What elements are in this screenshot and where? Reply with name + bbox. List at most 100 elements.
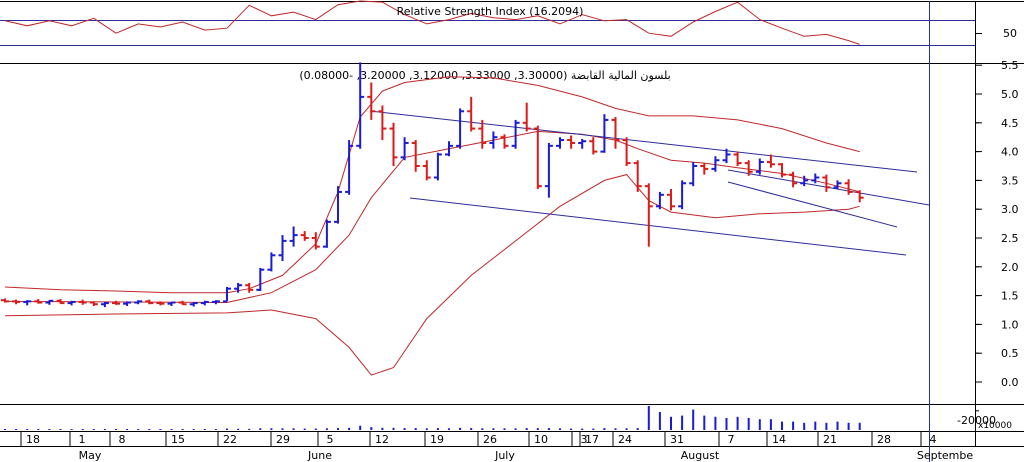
ohlc-bar bbox=[822, 174, 831, 192]
volume-bar bbox=[248, 428, 251, 430]
day-tick-label: 15 bbox=[171, 433, 185, 446]
volume-bar bbox=[425, 428, 428, 430]
volume-bar bbox=[59, 429, 62, 430]
ohlc-bar bbox=[267, 252, 276, 272]
volume-bar bbox=[503, 428, 506, 430]
ohlc-bar bbox=[766, 154, 775, 168]
trendline-august-lower bbox=[727, 181, 898, 228]
ohlc-bar bbox=[567, 135, 576, 149]
volume-bar bbox=[592, 428, 595, 430]
ohlc-bar bbox=[556, 137, 564, 149]
ohlc-bar bbox=[112, 300, 120, 305]
day-tick-label: 19 bbox=[430, 433, 444, 446]
ohlc-bar bbox=[500, 134, 509, 149]
ohlc-bar bbox=[578, 138, 587, 149]
volume-bar bbox=[303, 428, 306, 430]
rsi-panel: Relative Strength Index (16.2094) 50 bbox=[0, 0, 1017, 46]
ohlc-bar bbox=[156, 301, 165, 306]
volume-bar bbox=[414, 428, 417, 430]
volume-bar bbox=[259, 428, 262, 430]
ohlc-bar bbox=[245, 282, 254, 293]
volume-bar bbox=[270, 428, 273, 430]
ohlc-bar bbox=[356, 62, 365, 149]
price-bars bbox=[1, 62, 864, 308]
ohlc-bar bbox=[34, 299, 43, 304]
y-tick-label: 5.5 bbox=[1001, 59, 1019, 72]
y-tick-label: 5.0 bbox=[1001, 88, 1019, 101]
ohlc-bar bbox=[67, 300, 76, 306]
volume-bar bbox=[237, 428, 240, 430]
price-panel: بلسون المالية القابضة (3.30000, 3.33000,… bbox=[1, 59, 1019, 412]
volume-bar bbox=[126, 429, 129, 430]
volume-bar bbox=[370, 427, 373, 430]
volume-bar bbox=[292, 428, 295, 430]
ohlc-bar bbox=[411, 140, 420, 172]
ohlc-bar bbox=[456, 108, 465, 149]
ohlc-bar bbox=[367, 82, 376, 120]
y-tick-label: 1.5 bbox=[1001, 290, 1019, 303]
ohlc-bar bbox=[600, 114, 609, 153]
volume-bar bbox=[192, 429, 195, 430]
volume-bar bbox=[348, 427, 351, 430]
ohlc-bar bbox=[655, 191, 664, 210]
month-label: August bbox=[681, 449, 720, 462]
ohlc-bar bbox=[700, 163, 709, 175]
volume-bar bbox=[115, 429, 117, 430]
volume-bar bbox=[92, 429, 95, 430]
volume-bar bbox=[481, 428, 484, 430]
volume-bar bbox=[314, 428, 317, 430]
day-tick-label: 22 bbox=[223, 433, 237, 446]
volume-bar bbox=[858, 422, 861, 430]
day-tick-label: 4 bbox=[930, 433, 937, 446]
ohlc-bar bbox=[145, 299, 154, 305]
volume-bar bbox=[625, 428, 628, 430]
ohlc-bar bbox=[633, 160, 642, 192]
volume-bar bbox=[159, 429, 162, 430]
ohlc-bar bbox=[100, 301, 109, 308]
ohlc-bar bbox=[511, 119, 520, 149]
month-label: June bbox=[307, 449, 332, 462]
volume-multiplier: x10000 bbox=[978, 421, 1012, 431]
day-tick-label: 31 bbox=[670, 433, 684, 446]
ohlc-bar bbox=[711, 156, 720, 172]
volume-bar bbox=[381, 427, 384, 430]
volume-bar bbox=[214, 429, 217, 430]
ohlc-bar bbox=[45, 299, 54, 305]
rsi-tick-label: 50 bbox=[1003, 27, 1017, 40]
ohlc-bar bbox=[378, 105, 387, 141]
ohlc-bar bbox=[755, 158, 764, 175]
ohlc-bar bbox=[744, 160, 753, 176]
volume-bar bbox=[814, 421, 817, 430]
day-tick-label: 12 bbox=[375, 433, 389, 446]
ohlc-bar bbox=[733, 151, 742, 166]
volume-bar bbox=[636, 428, 639, 430]
ohlc-bar bbox=[722, 148, 731, 164]
volume-bar bbox=[181, 429, 184, 430]
volume-bar bbox=[703, 415, 706, 430]
ohlc-bar bbox=[800, 175, 809, 187]
ohlc-bar bbox=[12, 299, 21, 305]
month-label: May bbox=[79, 449, 102, 462]
volume-bar bbox=[536, 428, 539, 430]
volume-bar bbox=[647, 406, 650, 430]
day-tick-label: 8 bbox=[119, 433, 126, 446]
volume-bar bbox=[581, 428, 584, 430]
y-tick-label: 4.5 bbox=[1001, 117, 1019, 130]
day-tick-label: 7 bbox=[728, 433, 735, 446]
day-tick-label: 26 bbox=[483, 433, 497, 446]
y-tick-label: 3.5 bbox=[1001, 174, 1019, 187]
volume-bar bbox=[725, 418, 728, 430]
ohlc-bar bbox=[778, 163, 786, 178]
volume-bar bbox=[403, 428, 406, 430]
ohlc-bar bbox=[1, 298, 9, 303]
ohlc-bar bbox=[56, 299, 65, 305]
day-tick-label: 10 bbox=[534, 433, 548, 446]
volume-bar bbox=[103, 429, 106, 430]
ohlc-bar bbox=[445, 141, 453, 157]
volume-bar bbox=[803, 422, 806, 430]
month-label: Septembe bbox=[917, 449, 974, 462]
panel-frames bbox=[0, 1, 1024, 447]
ohlc-bar bbox=[544, 142, 553, 198]
upper-band-line bbox=[4, 76, 860, 294]
ohlc-bar bbox=[322, 219, 331, 248]
